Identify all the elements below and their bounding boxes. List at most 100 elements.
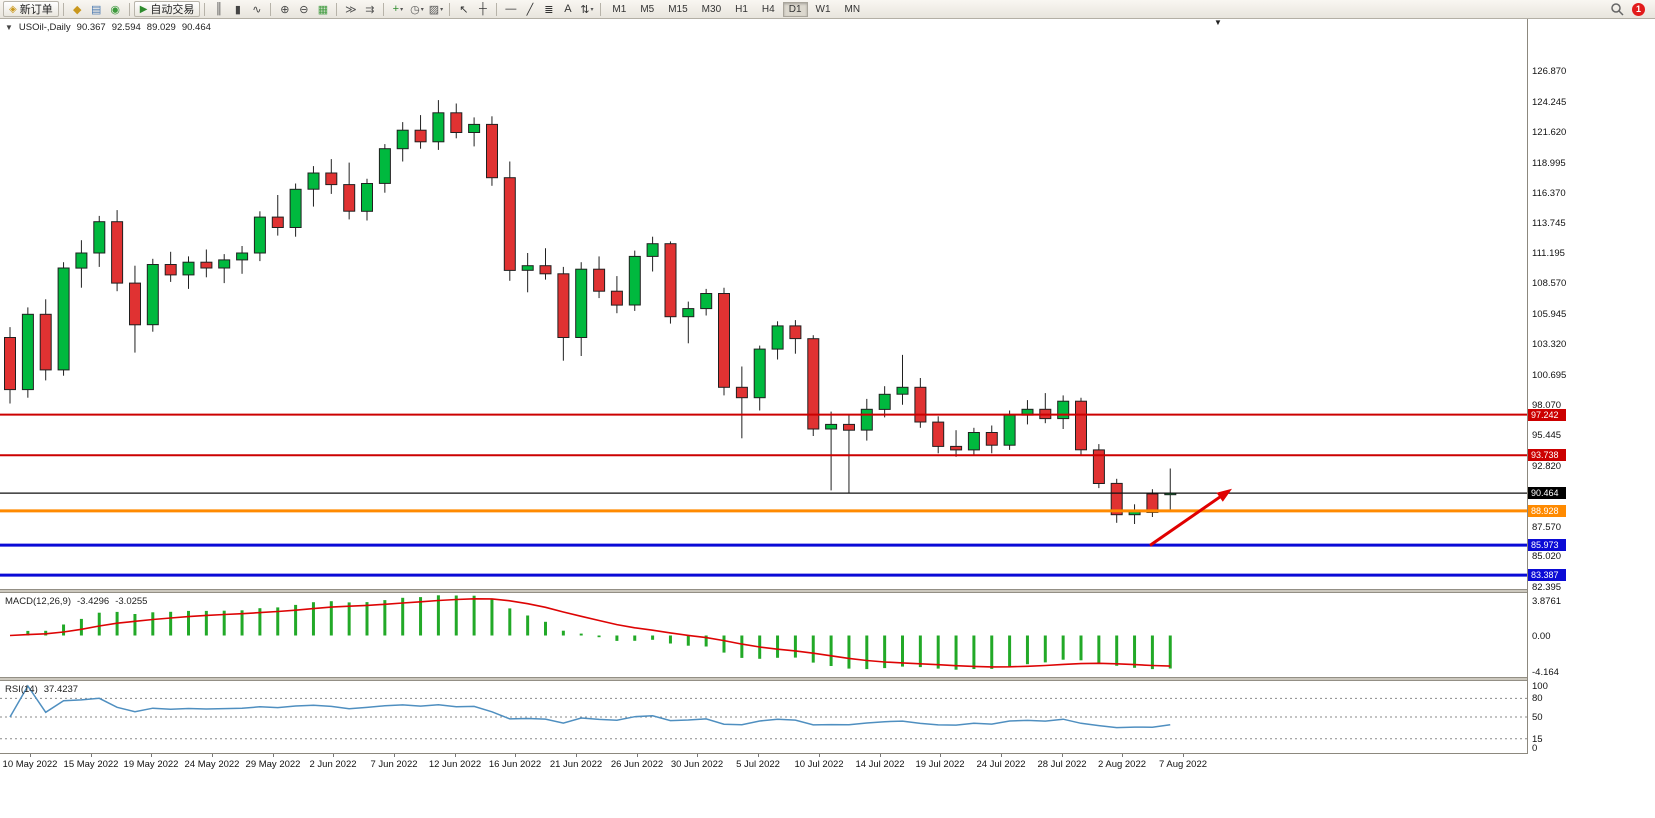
candle-body <box>593 268 606 292</box>
panel-separator[interactable] <box>0 677 1655 681</box>
macd-name: MACD(12,26,9) <box>5 596 71 607</box>
time-tick <box>940 754 941 757</box>
candle-body <box>146 264 159 326</box>
text-button[interactable]: A <box>558 1 577 17</box>
fibonacci-button[interactable]: ≣ <box>539 1 558 17</box>
horizontal-line-button[interactable]: — <box>501 1 520 17</box>
auto-trading-label: 自动交易 <box>150 4 195 16</box>
candle-body <box>271 216 284 229</box>
periods-button[interactable]: ◷ ▾ <box>407 1 426 17</box>
time-tick <box>151 754 152 757</box>
candle-body <box>878 393 891 410</box>
zoom-in-icon: ⊕ <box>280 3 290 16</box>
trend-arrow-head[interactable] <box>1216 488 1233 502</box>
auto-scroll-button[interactable]: ≫ <box>341 1 360 17</box>
toolbar-separator <box>449 2 451 16</box>
timeframe-h4-button[interactable]: H4 <box>756 2 781 17</box>
timeframe-w1-button[interactable]: W1 <box>810 2 837 17</box>
chart-shift-icon: ⇉ <box>365 3 375 16</box>
candle-body <box>860 408 873 431</box>
navigator-button[interactable]: ◉ <box>106 1 125 17</box>
trendline-button[interactable]: ╱ <box>520 1 539 17</box>
macd-axis-tick: 3.8761 <box>1532 596 1562 607</box>
trend-arrow-line[interactable] <box>1149 491 1227 547</box>
time-axis[interactable]: 10 May 2022 15 May 2022 19 May 2022 24 May … <box>0 753 1655 818</box>
candle-body <box>129 282 141 326</box>
macd-chart <box>9 595 1172 670</box>
notification-badge[interactable]: 1 <box>1632 2 1645 16</box>
tile-windows-button[interactable]: ▦ <box>313 1 332 17</box>
price-tick: 105.945 <box>1532 309 1567 320</box>
market-watch-button[interactable]: ◆ <box>68 1 87 17</box>
auto-trading-button[interactable]: ▶ 自动交易 <box>133 1 201 17</box>
chart-shift-marker[interactable]: ▼ <box>1214 19 1222 27</box>
zoom-icon-group: ⊕ ⊖ ▦ <box>275 1 332 17</box>
candle-body <box>1003 414 1016 446</box>
arrows-button[interactable]: ⇅ ▾ <box>577 1 596 17</box>
new-order-button[interactable]: ◈ 新订单 <box>3 1 59 17</box>
candle-body <box>843 423 855 431</box>
cursor-icon: ↖ <box>459 3 469 16</box>
chart-shift-button[interactable]: ⇉ <box>360 1 379 17</box>
zoom-out-button[interactable]: ⊖ <box>294 1 313 17</box>
price-line-label: 97.242 <box>1528 409 1566 421</box>
candle-body <box>21 313 34 391</box>
timeframe-m30-button[interactable]: M30 <box>696 2 727 17</box>
price-tick: 124.245 <box>1532 97 1567 108</box>
candle-body <box>378 148 391 184</box>
candle-body <box>539 265 552 275</box>
indicators-button[interactable]: + ▾ <box>388 1 407 17</box>
line-chart-button[interactable]: ∿ <box>247 1 266 17</box>
timeframe-mn-button[interactable]: MN <box>839 2 867 17</box>
rsi-label: RSI(14) 37.4237 <box>5 684 78 695</box>
price-axis[interactable]: 97.242 93.738 88.928 85.973 83.387 90.464 126.… <box>1527 19 1655 754</box>
candle-body <box>325 172 338 186</box>
candle-body <box>1075 400 1087 451</box>
date-label: 2 Jun 2022 <box>309 759 357 770</box>
candle-body <box>575 268 588 338</box>
time-tick <box>819 754 820 757</box>
candlestick-chart-button[interactable]: ▮ <box>228 1 247 17</box>
price-tick: 113.745 <box>1532 218 1566 229</box>
panel-separator[interactable] <box>0 589 1655 593</box>
candle-body <box>236 252 249 261</box>
data-window-button[interactable]: ▤ <box>87 1 106 17</box>
new-order-icon: ◈ <box>9 3 17 15</box>
candle-body <box>825 423 838 430</box>
fibonacci-icon: ≣ <box>544 3 554 16</box>
timeframe-m5-button[interactable]: M5 <box>634 2 660 17</box>
trendline-icon: ╱ <box>526 3 534 16</box>
candle-body <box>610 290 623 306</box>
zoom-in-button[interactable]: ⊕ <box>275 1 294 17</box>
candle-body <box>1110 482 1123 516</box>
macd-signal-value: -3.0255 <box>115 596 148 607</box>
bar-chart-button[interactable]: ║ <box>209 1 228 17</box>
cursor-button[interactable]: ↖ <box>454 1 473 17</box>
candle-body <box>789 325 802 340</box>
bar-chart-icon: ║ <box>215 3 223 15</box>
timeframe-m1-button[interactable]: M1 <box>606 2 632 17</box>
price-tick: 92.820 <box>1532 461 1562 472</box>
chart-tools-icon-group: + ▾ ◷ ▾ ▨ ▾ <box>388 1 445 17</box>
low-value: 89.029 <box>146 22 176 33</box>
one-click-trading-toggle[interactable]: ▼ <box>5 23 13 32</box>
templates-button[interactable]: ▨ ▾ <box>426 1 445 17</box>
date-label: 24 May 2022 <box>184 759 240 770</box>
candle-body <box>218 259 231 269</box>
candle-body <box>557 273 570 339</box>
candle-body <box>307 172 320 190</box>
candle-body <box>93 221 106 254</box>
date-label: 14 Jul 2022 <box>855 759 905 770</box>
candle-body <box>343 184 356 212</box>
search-icon[interactable] <box>1610 2 1624 16</box>
timeframe-m15-button[interactable]: M15 <box>662 2 693 17</box>
timeframe-toolbar: M1 M5 M15 M30 H1 H4 D1 W1 MN <box>605 1 867 17</box>
new-order-label: 新订单 <box>19 4 53 16</box>
timeframe-d1-button[interactable]: D1 <box>782 1 808 17</box>
candle-body <box>396 129 409 150</box>
timeframe-h1-button[interactable]: H1 <box>729 2 754 17</box>
crosshair-button[interactable]: ┼ <box>473 1 492 17</box>
candle-body <box>200 261 213 269</box>
time-tick <box>880 754 881 757</box>
price-tick: 111.195 <box>1532 248 1565 259</box>
